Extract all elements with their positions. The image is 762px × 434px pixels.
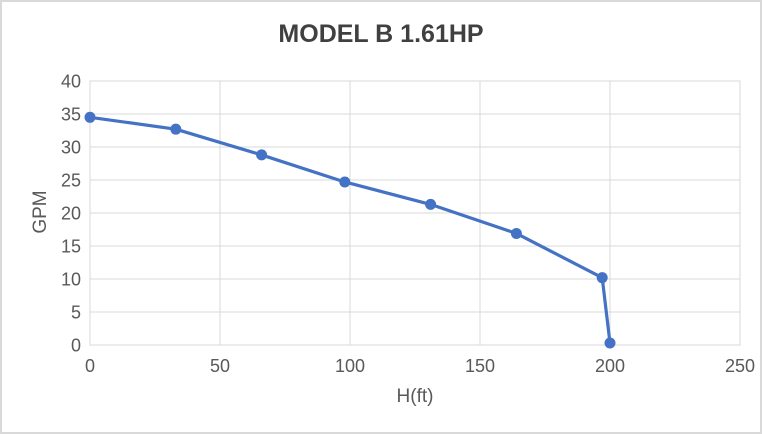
y-tick-label: 30: [61, 138, 81, 158]
y-tick-label: 10: [61, 270, 81, 290]
data-point-marker: [510, 227, 522, 239]
x-tick-label: 0: [85, 356, 95, 376]
y-tick-label: 0: [71, 336, 81, 356]
x-tick-label: 100: [335, 356, 365, 376]
series-line: [88, 115, 612, 345]
y-axis-title: GPM: [30, 190, 51, 234]
x-tick-label: 150: [465, 356, 495, 376]
x-axis-title: H(ft): [396, 386, 434, 407]
y-tick-label: 15: [61, 237, 81, 257]
data-point-marker: [425, 198, 437, 210]
y-tick-label: 5: [71, 303, 81, 323]
chart-title: MODEL B 1.61HP: [278, 20, 484, 48]
y-tick-label: 35: [61, 105, 81, 125]
data-point-marker: [170, 123, 182, 135]
x-tick-label: 200: [595, 356, 625, 376]
y-tick-label: 20: [61, 204, 81, 224]
plot-border: [89, 80, 741, 346]
data-point-marker: [84, 111, 96, 123]
x-tick-label: 50: [210, 356, 230, 376]
data-point-marker: [339, 176, 351, 188]
x-tick-label: 250: [725, 356, 755, 376]
data-point-marker: [256, 149, 268, 161]
y-tick-label: 40: [61, 72, 81, 92]
y-tick-label: 25: [61, 171, 81, 191]
data-point-marker: [604, 337, 616, 349]
data-point-marker: [596, 272, 608, 284]
